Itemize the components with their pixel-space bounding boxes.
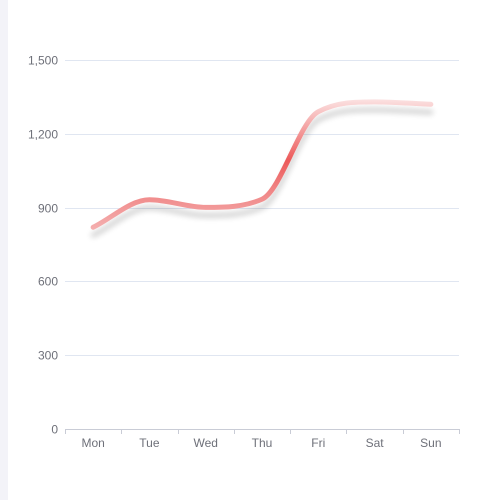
data-point bbox=[316, 109, 321, 114]
data-point bbox=[372, 99, 377, 104]
series-line bbox=[90, 99, 434, 230]
data-point bbox=[147, 197, 152, 202]
data-point bbox=[428, 102, 433, 107]
line-chart: 0 300 600 900 1,200 1,500 Mon Tue Wed Thu Fri Sat S… bbox=[28, 54, 460, 450]
x-tick-label: Thu bbox=[252, 436, 273, 450]
series-group bbox=[90, 99, 434, 230]
y-tick-label: 300 bbox=[38, 349, 58, 363]
data-point bbox=[91, 225, 96, 230]
grid-lines bbox=[65, 60, 459, 430]
data-point bbox=[260, 197, 265, 202]
chart-panel: 0 300 600 900 1,200 1,500 Mon Tue Wed Thu Fri Sat S… bbox=[8, 0, 500, 500]
x-tick-label: Tue bbox=[139, 436, 160, 450]
y-axis-ticks: 0 300 600 900 1,200 1,500 bbox=[28, 54, 58, 437]
y-tick-label: 0 bbox=[51, 423, 58, 437]
x-tick-label: Wed bbox=[193, 436, 217, 450]
x-tick-label: Sun bbox=[420, 436, 441, 450]
x-tick-label: Sat bbox=[366, 436, 385, 450]
x-axis-ticks: Mon Tue Wed Thu Fri Sat Sun bbox=[65, 429, 460, 450]
x-tick-label: Mon bbox=[81, 436, 104, 450]
y-tick-label: 900 bbox=[38, 202, 58, 216]
y-tick-label: 1,500 bbox=[28, 54, 58, 68]
data-point bbox=[203, 205, 208, 210]
y-tick-label: 1,200 bbox=[28, 128, 58, 142]
x-tick-label: Fri bbox=[311, 436, 325, 450]
y-tick-label: 600 bbox=[38, 275, 58, 289]
